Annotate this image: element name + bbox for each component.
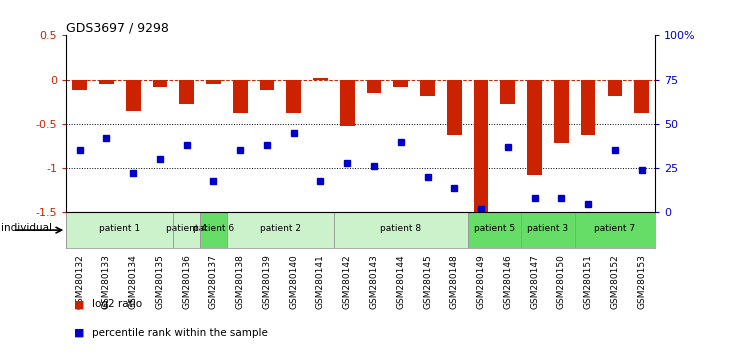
Text: patient 1: patient 1 (99, 224, 141, 233)
Text: GDS3697 / 9298: GDS3697 / 9298 (66, 21, 169, 34)
Bar (527, 80, 542, 175)
Text: patient 3: patient 3 (528, 224, 568, 233)
Bar (233, 80, 247, 113)
Bar (474, 80, 489, 217)
Bar (206, 80, 221, 84)
Bar (340, 80, 355, 126)
Bar (334, 212, 467, 248)
Bar (394, 80, 408, 87)
Bar (581, 80, 595, 135)
Text: patient 6: patient 6 (193, 224, 234, 233)
Text: ■: ■ (74, 328, 84, 338)
Bar (66, 212, 173, 248)
Bar (634, 80, 649, 113)
Text: patient 7: patient 7 (595, 224, 635, 233)
Bar (607, 80, 622, 96)
Bar (467, 212, 521, 248)
Bar (173, 212, 200, 248)
Bar (554, 80, 569, 143)
Bar (313, 78, 328, 80)
Text: percentile rank within the sample: percentile rank within the sample (92, 328, 268, 338)
Text: individual: individual (1, 223, 52, 233)
Text: patient 4: patient 4 (166, 224, 207, 233)
Text: patient 5: patient 5 (474, 224, 515, 233)
Bar (521, 212, 575, 248)
Bar (126, 80, 141, 110)
Bar (420, 80, 435, 96)
Bar (152, 80, 167, 87)
Bar (367, 80, 381, 93)
Bar (260, 80, 275, 90)
Text: patient 2: patient 2 (260, 224, 301, 233)
Bar (575, 212, 655, 248)
Bar (500, 80, 515, 104)
Text: patient 8: patient 8 (381, 224, 421, 233)
Bar (447, 80, 461, 135)
Text: ■: ■ (74, 299, 84, 309)
Bar (180, 80, 194, 104)
Bar (72, 80, 87, 90)
Bar (227, 212, 334, 248)
Bar (286, 80, 301, 113)
Bar (99, 80, 114, 84)
Bar (200, 212, 227, 248)
Text: log2 ratio: log2 ratio (92, 299, 142, 309)
